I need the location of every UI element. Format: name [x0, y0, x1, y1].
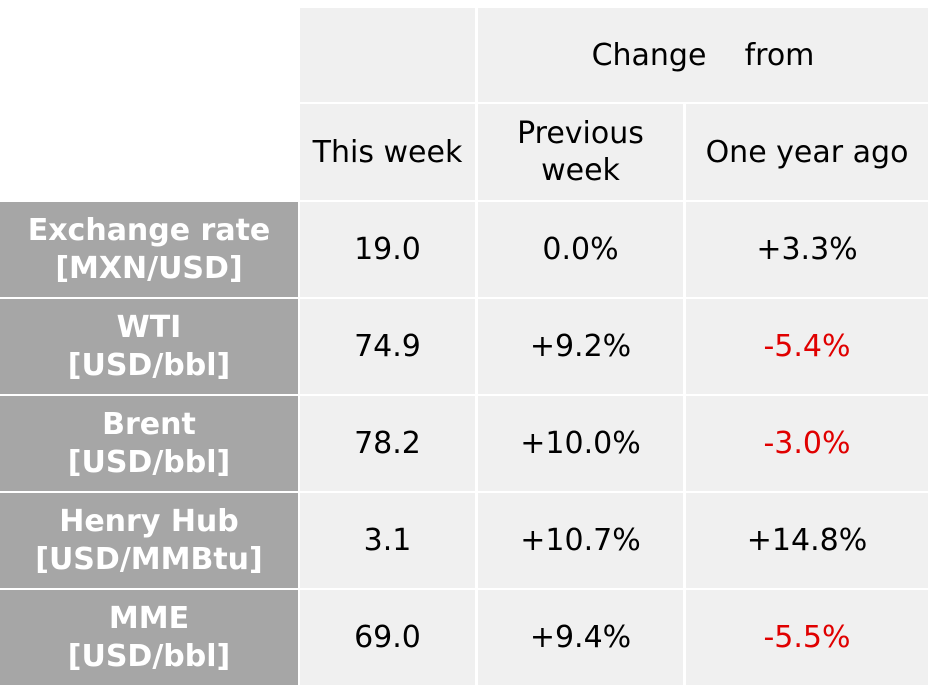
row-2-one-year-ago-cell: -3.0%	[686, 396, 928, 491]
table-value: 0.0%	[542, 232, 619, 267]
table-value: 19.0	[354, 232, 421, 267]
table-value: 3.1	[363, 523, 412, 558]
table-value: -5.5%	[763, 620, 851, 655]
row-1-this-week-cell: 74.9	[300, 299, 475, 394]
row-1-one-year-ago-cell: -5.4%	[686, 299, 928, 394]
row-0-label-cell: Exchange rate [MXN/USD]	[0, 202, 298, 297]
row-3-label-cell: Henry Hub [USD/MMBtu]	[0, 493, 298, 588]
row-1-label-cell: WTI [USD/bbl]	[0, 299, 298, 394]
table-value: -5.4%	[763, 329, 851, 364]
table-value: +9.4%	[529, 620, 632, 655]
table-value: -3.0%	[763, 426, 851, 461]
row-label: Henry Hub [USD/MMBtu]	[35, 503, 263, 577]
table-value: 78.2	[354, 426, 421, 461]
header-one-year-ago: One year ago	[686, 104, 928, 200]
header-this-week: This week	[300, 104, 475, 200]
row-2-this-week-cell: 78.2	[300, 396, 475, 491]
row-1-previous-week-cell: +9.2%	[478, 299, 683, 394]
table-value: +10.7%	[520, 523, 641, 558]
table-value: 69.0	[354, 620, 421, 655]
row-0-previous-week-cell: 0.0%	[478, 202, 683, 297]
header-previous-week-label: Previous week	[517, 116, 644, 188]
header-change-from: Change from	[478, 8, 928, 102]
row-4-this-week-cell: 69.0	[300, 590, 475, 685]
table-value: 74.9	[354, 329, 421, 364]
header-corner	[300, 8, 475, 102]
row-4-one-year-ago-cell: -5.5%	[686, 590, 928, 685]
header-change-from-label: Change from	[591, 37, 815, 73]
row-3-previous-week-cell: +10.7%	[478, 493, 683, 588]
row-2-label-cell: Brent [USD/bbl]	[0, 396, 298, 491]
row-3-one-year-ago-cell: +14.8%	[686, 493, 928, 588]
row-0-this-week-cell: 19.0	[300, 202, 475, 297]
row-label: WTI [USD/bbl]	[67, 309, 231, 383]
table-value: +10.0%	[520, 426, 641, 461]
header-this-week-label: This week	[312, 134, 463, 170]
row-4-label-cell: MME [USD/bbl]	[0, 590, 298, 685]
row-0-one-year-ago-cell: +3.3%	[686, 202, 928, 297]
row-label: Exchange rate [MXN/USD]	[27, 212, 271, 286]
row-label: Brent [USD/bbl]	[67, 406, 231, 480]
table-value: +14.8%	[746, 523, 868, 558]
table-value: +9.2%	[529, 329, 632, 364]
table-value: +3.3%	[756, 232, 858, 267]
header-previous-week: Previous week	[478, 104, 683, 200]
row-3-this-week-cell: 3.1	[300, 493, 475, 588]
row-2-previous-week-cell: +10.0%	[478, 396, 683, 491]
row-4-previous-week-cell: +9.4%	[478, 590, 683, 685]
header-one-year-ago-label: One year ago	[705, 134, 909, 170]
row-label: MME [USD/bbl]	[67, 600, 231, 674]
